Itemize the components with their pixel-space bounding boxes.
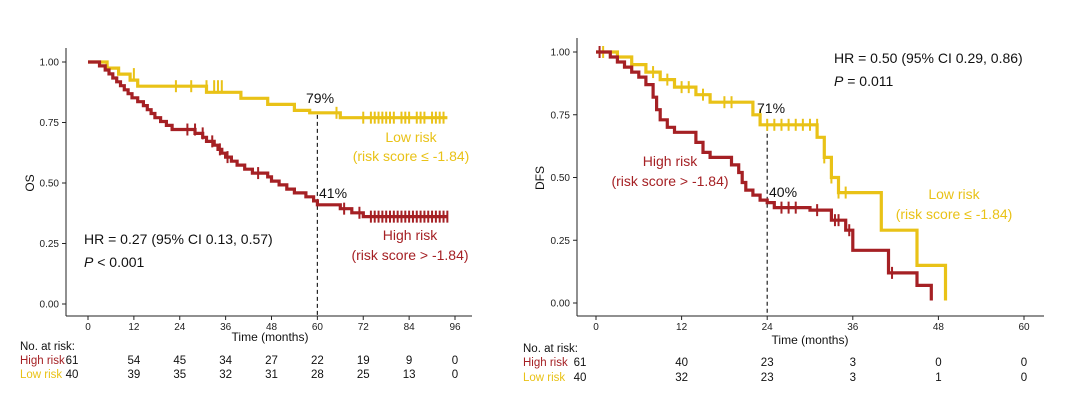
x-tick-label: 0 bbox=[593, 322, 599, 333]
y-tick-label: 1.00 bbox=[551, 48, 571, 59]
y-tick-label: 0.50 bbox=[551, 173, 571, 184]
risk-count: 34 bbox=[219, 355, 232, 367]
risk-row-name: Low risk bbox=[20, 369, 62, 381]
high-risk-label-line2: (risk score > -1.84) bbox=[611, 173, 728, 189]
y-tick-label: 0.75 bbox=[40, 118, 60, 129]
x-tick-label: 60 bbox=[312, 322, 324, 333]
risk-count: 40 bbox=[675, 357, 688, 369]
p-value-text: P < 0.001 bbox=[84, 254, 145, 270]
y-tick-label: 0.50 bbox=[40, 179, 60, 190]
risk-count: 27 bbox=[265, 355, 278, 367]
x-tick-label: 0 bbox=[85, 322, 91, 333]
risk-count: 61 bbox=[574, 357, 587, 369]
os-panel: 0 12 24 36 48 60 72 84 96 0.00 0.25 0.50 0.75 1.00 O… bbox=[20, 48, 472, 381]
risk-count: 13 bbox=[403, 369, 416, 381]
risk-row-name: High risk bbox=[523, 357, 568, 369]
x-tick-label: 48 bbox=[266, 322, 278, 333]
risk-count: 35 bbox=[173, 369, 186, 381]
risk-count: 3 bbox=[850, 357, 856, 369]
risk-table-header: No. at risk: bbox=[20, 341, 75, 353]
risk-count: 40 bbox=[66, 369, 79, 381]
risk-count: 39 bbox=[127, 369, 140, 381]
low-risk-label-line2: (risk score ≤ -1.84) bbox=[896, 206, 1013, 222]
landmark-high-label: 40% bbox=[769, 184, 797, 200]
risk-count: 28 bbox=[311, 369, 324, 381]
x-tick-label: 48 bbox=[933, 322, 945, 333]
x-tick-label: 12 bbox=[676, 322, 688, 333]
y-axis-label: DFS bbox=[533, 166, 547, 190]
p-value-text: P = 0.011 bbox=[834, 73, 894, 89]
dfs-panel: 0 12 24 36 48 60 0.00 0.25 0.50 0.75 1.00 DFS Tim… bbox=[523, 38, 1044, 384]
risk-count: 31 bbox=[265, 369, 278, 381]
low-risk-label-line1: Low risk bbox=[928, 186, 980, 202]
risk-row-name: Low risk bbox=[523, 372, 565, 384]
risk-count: 23 bbox=[761, 372, 774, 384]
hazard-ratio-text: HR = 0.50 (95% CI 0.29, 0.86) bbox=[834, 50, 1023, 66]
low-risk-curve bbox=[596, 50, 948, 301]
x-tick-label: 12 bbox=[128, 322, 140, 333]
risk-row-name: High risk bbox=[20, 355, 65, 367]
x-tick-label: 60 bbox=[1018, 322, 1030, 333]
landmark-high-label: 41% bbox=[319, 185, 347, 201]
x-axis-label: Time (months) bbox=[232, 330, 309, 344]
risk-count: 23 bbox=[761, 357, 774, 369]
high-risk-label-line1: High risk bbox=[643, 153, 698, 169]
high-risk-curve bbox=[596, 50, 933, 301]
x-axis-label: Time (months) bbox=[772, 333, 849, 347]
landmark-low-label: 71% bbox=[757, 100, 785, 116]
high-risk-label-line2: (risk score > -1.84) bbox=[351, 247, 468, 263]
y-axis-label: OS bbox=[23, 174, 37, 191]
low-risk-label-line2: (risk score ≤ -1.84) bbox=[353, 148, 470, 164]
low-risk-curve bbox=[88, 60, 448, 120]
y-tick-label: 1.00 bbox=[40, 58, 60, 69]
risk-count: 0 bbox=[1021, 372, 1027, 384]
risk-count: 61 bbox=[66, 355, 79, 367]
x-tick-label: 96 bbox=[449, 322, 461, 333]
x-tick-label: 36 bbox=[847, 322, 859, 333]
landmark-low-label: 79% bbox=[306, 90, 334, 106]
risk-count: 22 bbox=[311, 355, 324, 367]
risk-count: 19 bbox=[357, 355, 370, 367]
x-tick-label: 36 bbox=[220, 322, 232, 333]
risk-count: 54 bbox=[127, 355, 140, 367]
y-tick-label: 0.25 bbox=[551, 236, 571, 247]
risk-count: 40 bbox=[574, 372, 587, 384]
y-tick-label: 0.25 bbox=[40, 239, 60, 250]
risk-count: 32 bbox=[219, 369, 232, 381]
low-risk-label-line1: Low risk bbox=[385, 129, 437, 145]
x-tick-label: 24 bbox=[762, 322, 774, 333]
x-tick-label: 84 bbox=[404, 322, 416, 333]
risk-count: 45 bbox=[173, 355, 186, 367]
y-tick-label: 0.00 bbox=[551, 299, 571, 310]
high-risk-label-line1: High risk bbox=[383, 227, 438, 243]
risk-count: 0 bbox=[1021, 357, 1027, 369]
risk-count: 32 bbox=[675, 372, 688, 384]
x-tick-label: 72 bbox=[358, 322, 370, 333]
risk-count: 3 bbox=[850, 372, 856, 384]
y-tick-label: 0.00 bbox=[40, 300, 60, 311]
high-risk-curve bbox=[88, 60, 448, 219]
x-tick-label: 24 bbox=[174, 322, 186, 333]
risk-count: 9 bbox=[406, 355, 412, 367]
risk-count: 0 bbox=[452, 355, 458, 367]
risk-count: 25 bbox=[357, 369, 370, 381]
y-tick-label: 0.75 bbox=[551, 110, 571, 121]
hazard-ratio-text: HR = 0.27 (95% CI 0.13, 0.57) bbox=[84, 231, 273, 247]
risk-count: 0 bbox=[452, 369, 458, 381]
risk-count: 0 bbox=[935, 357, 941, 369]
risk-count: 1 bbox=[935, 372, 941, 384]
risk-table-header: No. at risk: bbox=[523, 343, 578, 355]
